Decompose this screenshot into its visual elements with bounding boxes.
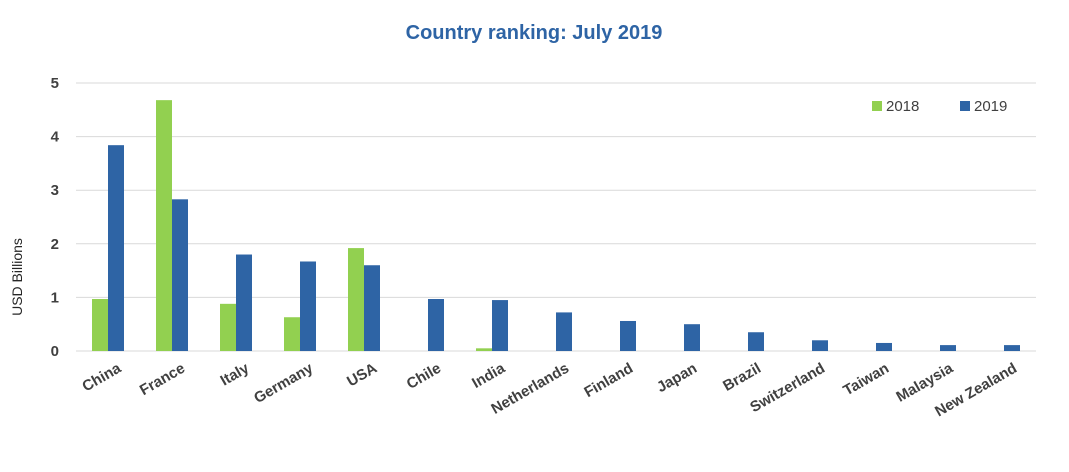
bars [92,100,1020,351]
legend-label-2019: 2019 [974,98,1007,115]
x-tick-label: Italy [218,359,253,389]
y-tick-label: 3 [51,182,59,199]
bar-2019-japan [684,324,700,351]
y-tick-label: 1 [51,289,59,306]
x-tick-label: Finland [581,360,636,401]
bar-2019-new-zealand [1004,345,1020,351]
bar-2019-switzerland [812,340,828,351]
x-tick-label: USA [344,360,380,391]
y-tick-label: 2 [51,236,59,253]
legend: 2018 2019 [872,98,1007,115]
x-tick-label: Taiwan [840,360,892,400]
legend-swatch-2018 [872,101,882,111]
x-tick-label: Japan [654,360,700,396]
bar-2019-finland [620,320,636,351]
y-axis-label: USD Billions [9,238,25,316]
x-tick-label: Germany [251,359,316,407]
y-tick-label: 4 [51,129,60,146]
bar-2019-malaysia [940,345,956,351]
x-tick-label: Chile [404,360,444,393]
chart-title: Country ranking: July 2019 [406,22,663,44]
bar-2019-china [108,145,124,351]
y-tick-label: 5 [51,75,59,92]
x-axis-ticks: China France Italy Germany USA Chile IndiaNeth… [79,359,1020,420]
bar-2019-india [492,300,508,351]
bar-2019-usa [364,265,380,351]
legend-label-2018: 2018 [886,98,919,115]
bar-2018-china [92,299,108,351]
bar-2018-india [476,348,492,351]
bar-2019-netherlands [556,312,572,351]
bar-2019-france [172,199,188,351]
bar-2019-brazil [748,332,764,351]
bar-2018-italy [220,303,236,351]
bar-2019-germany [300,261,316,351]
x-tick-label: India [469,359,508,392]
bar-2019-chile [428,299,444,351]
bar-2019-taiwan [876,342,892,351]
bar-2019-italy [236,254,252,351]
bar-2018-france [156,100,172,351]
x-tick-label: China [79,359,124,395]
y-axis-ticks: 0 1 2 3 4 5 [51,75,60,360]
x-tick-label: France [137,360,188,399]
bar-2018-germany [284,317,300,351]
legend-swatch-2019 [960,101,970,111]
bar-2018-usa [348,248,364,351]
y-tick-label: 0 [51,343,59,360]
x-tick-label: Brazil [720,360,764,395]
